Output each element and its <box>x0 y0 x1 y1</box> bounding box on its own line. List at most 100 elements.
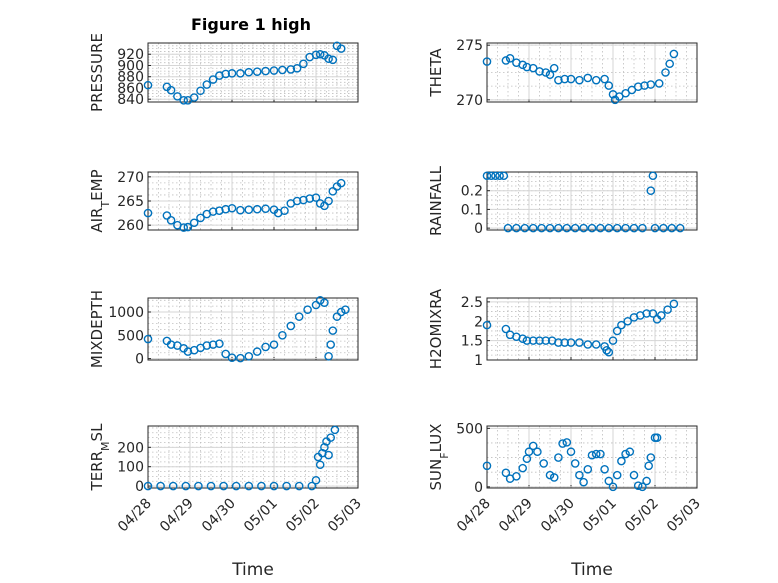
data-point <box>495 171 504 181</box>
data-point <box>294 481 304 491</box>
y-tick-label: 860 <box>117 81 144 97</box>
data-point <box>646 80 656 89</box>
data-point <box>587 223 597 233</box>
x-tick-label: 04/30 <box>199 496 239 536</box>
data-point <box>278 65 287 75</box>
y-tick-label: 880 <box>117 70 144 86</box>
data-point <box>608 482 618 492</box>
data-point <box>269 340 279 349</box>
x-tick-label: 04/29 <box>157 496 197 536</box>
data-point <box>202 341 212 350</box>
y-axis-label: H2OMIXRA <box>427 288 445 369</box>
data-point <box>491 171 500 181</box>
data-point <box>143 481 153 491</box>
data-point <box>518 463 528 473</box>
data-point <box>231 481 241 491</box>
data-point <box>486 171 496 181</box>
data-point <box>156 481 165 491</box>
data-point <box>545 70 555 79</box>
data-point <box>650 223 660 233</box>
panel-theta: 270 275 THETA <box>427 38 698 109</box>
data-point <box>541 68 551 77</box>
data-point <box>560 74 570 84</box>
data-point <box>299 59 308 69</box>
data-point <box>215 339 224 348</box>
x-tick-label: 05/02 <box>622 496 662 536</box>
y-tick-label: 265 <box>117 194 144 210</box>
data-point <box>315 460 325 470</box>
data-point <box>278 330 287 340</box>
data-point <box>292 196 302 206</box>
data-point <box>305 194 315 203</box>
data-point <box>166 216 176 225</box>
data-point <box>549 63 559 73</box>
data-point <box>533 447 542 457</box>
data-point <box>320 443 329 452</box>
y-tick-label: 500 <box>456 421 483 437</box>
data-point <box>244 481 254 491</box>
data-point <box>330 425 340 435</box>
data-point <box>621 223 630 233</box>
data-point <box>196 213 205 223</box>
axes-frame <box>486 171 698 231</box>
data-point <box>566 338 576 347</box>
data-point <box>252 347 262 356</box>
data-point <box>608 336 618 345</box>
data-point <box>579 223 588 233</box>
data-point <box>566 447 576 457</box>
data-point <box>336 44 346 53</box>
data-point <box>292 63 302 73</box>
data-point <box>560 338 570 347</box>
x-tick-label: 04/30 <box>538 496 578 536</box>
x-tick-label: 04/28 <box>115 496 155 536</box>
panel-h2omixra: 1 1.5 2 2.5 H2OMIXRA <box>427 288 698 369</box>
data-point <box>667 223 677 233</box>
data-point <box>227 353 237 362</box>
data-point <box>575 338 584 347</box>
data-point <box>269 66 279 75</box>
y-tick-label: 0 <box>474 480 483 496</box>
data-point <box>663 305 672 314</box>
y-tick-label: 270 <box>117 170 144 186</box>
panel-sun_flux: 04/28 04/29 04/30 05/01 05/02 05/03 0 500 SUNFLU… <box>427 421 704 580</box>
data-point <box>659 223 668 233</box>
data-point <box>648 309 658 318</box>
data-point <box>583 340 593 349</box>
data-point <box>629 223 639 233</box>
data-point <box>189 93 199 102</box>
data-point <box>315 296 325 305</box>
data-point <box>244 67 254 77</box>
data-point <box>541 336 551 345</box>
data-point <box>629 470 639 480</box>
data-point <box>257 481 266 491</box>
data-point <box>669 299 679 309</box>
data-point <box>661 68 670 77</box>
axes-frame <box>147 425 359 489</box>
axes-frame <box>147 42 359 103</box>
data-point <box>173 92 182 101</box>
data-point <box>575 470 584 480</box>
data-point <box>612 326 622 336</box>
y-axis-label: MIXDEPTH <box>88 290 106 368</box>
data-point <box>143 80 153 90</box>
data-point <box>286 65 296 74</box>
y-axis-label: PRESSURE <box>88 33 106 112</box>
data-point <box>625 447 635 457</box>
data-point <box>604 223 614 233</box>
data-point <box>280 206 289 215</box>
data-point <box>324 196 333 206</box>
data-point <box>522 62 532 72</box>
data-point <box>168 481 178 491</box>
data-point <box>558 439 567 448</box>
x-axis-label: Time <box>570 560 613 580</box>
data-point <box>326 433 336 442</box>
data-point <box>269 481 279 491</box>
data-point <box>206 481 216 491</box>
data-point <box>326 340 336 349</box>
data-point <box>549 473 559 482</box>
y-tick-label: 0 <box>135 352 144 368</box>
data-point <box>166 340 176 349</box>
data-point <box>261 342 270 352</box>
y-tick-label: 0 <box>135 479 144 495</box>
data-point <box>221 69 230 79</box>
